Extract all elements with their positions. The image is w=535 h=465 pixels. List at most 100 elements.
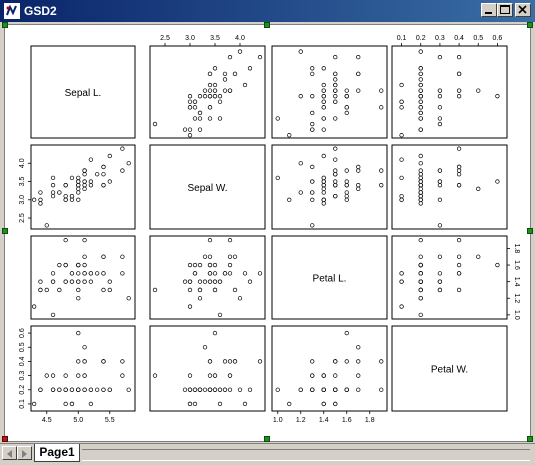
data-point bbox=[418, 71, 423, 77]
resize-handle-bottom-left[interactable] bbox=[2, 436, 8, 442]
tab-page1[interactable]: Page1 bbox=[34, 444, 80, 462]
data-point bbox=[32, 304, 37, 309]
data-point bbox=[222, 88, 228, 93]
data-point bbox=[321, 197, 326, 202]
data-point bbox=[310, 387, 315, 392]
data-point bbox=[247, 387, 253, 392]
x-tick-label: 1.4 bbox=[319, 417, 329, 424]
x-tick-label: 5.5 bbox=[105, 417, 115, 424]
y-tick-label: 1.0 bbox=[513, 310, 520, 320]
y-tick-label: 0.6 bbox=[19, 328, 26, 338]
data-point bbox=[197, 94, 203, 99]
data-point bbox=[333, 82, 338, 88]
data-point bbox=[187, 373, 193, 378]
data-point bbox=[257, 55, 263, 60]
data-point bbox=[247, 279, 253, 284]
data-point bbox=[321, 401, 326, 407]
data-point bbox=[275, 116, 280, 121]
resize-handle-middle-left[interactable] bbox=[2, 228, 8, 234]
data-point bbox=[197, 387, 203, 392]
next-page-button[interactable] bbox=[17, 446, 32, 460]
data-point bbox=[202, 94, 208, 99]
resize-handle-top-center[interactable] bbox=[264, 22, 270, 28]
data-point bbox=[197, 127, 203, 132]
data-point bbox=[207, 279, 213, 284]
data-point bbox=[38, 387, 43, 392]
title-bar[interactable]: GSD2 bbox=[0, 0, 535, 22]
data-point bbox=[82, 179, 87, 184]
data-point bbox=[38, 201, 43, 206]
data-point bbox=[227, 271, 233, 276]
data-point bbox=[379, 359, 384, 364]
data-point bbox=[187, 279, 193, 284]
data-point bbox=[344, 110, 349, 116]
y-tick-label: 1.2 bbox=[513, 293, 520, 303]
data-point bbox=[437, 223, 443, 228]
y-tick-label: 2.5 bbox=[19, 213, 26, 223]
data-point bbox=[217, 312, 223, 318]
data-point bbox=[333, 401, 338, 407]
data-point bbox=[88, 157, 94, 162]
data-point bbox=[76, 179, 81, 184]
data-point bbox=[247, 66, 253, 71]
data-point bbox=[82, 387, 87, 392]
data-point bbox=[76, 186, 81, 191]
resize-handle-top-right[interactable] bbox=[527, 22, 533, 28]
data-point bbox=[379, 105, 384, 110]
data-point bbox=[418, 193, 423, 199]
data-point bbox=[399, 193, 404, 199]
resize-handle-bottom-center[interactable] bbox=[264, 436, 270, 442]
data-point bbox=[222, 77, 228, 82]
data-point bbox=[418, 179, 423, 184]
data-point bbox=[152, 287, 158, 293]
data-point bbox=[232, 287, 238, 293]
data-point bbox=[356, 55, 361, 60]
page-tab-bar: Page1 bbox=[0, 443, 535, 463]
resize-handle-top-left[interactable] bbox=[2, 22, 8, 28]
data-point bbox=[437, 88, 443, 93]
data-point bbox=[321, 201, 326, 206]
data-point bbox=[344, 94, 349, 99]
resize-handle-bottom-right[interactable] bbox=[527, 436, 533, 442]
data-point bbox=[379, 183, 384, 188]
data-point bbox=[50, 190, 56, 195]
data-point bbox=[69, 197, 75, 202]
data-point bbox=[95, 172, 100, 177]
data-point bbox=[126, 387, 131, 392]
data-point bbox=[456, 183, 462, 188]
data-point bbox=[197, 262, 203, 268]
data-point bbox=[222, 359, 228, 364]
data-point bbox=[399, 175, 404, 181]
data-point bbox=[187, 127, 193, 132]
maximize-button[interactable] bbox=[497, 3, 513, 17]
data-point bbox=[344, 190, 349, 195]
data-point bbox=[399, 82, 404, 88]
data-point bbox=[456, 262, 462, 268]
data-point bbox=[197, 287, 203, 293]
close-button[interactable] bbox=[515, 3, 531, 17]
data-point bbox=[107, 279, 112, 284]
data-point bbox=[476, 186, 481, 191]
arrow-right-icon bbox=[22, 450, 27, 458]
minimize-button[interactable] bbox=[481, 3, 497, 17]
data-point bbox=[418, 201, 423, 206]
data-point bbox=[212, 387, 218, 392]
prev-page-button[interactable] bbox=[2, 446, 17, 460]
graph-canvas[interactable]: Sepal L. Sepal W. Petal L. Petal W. 4.5 5.0 5.… bbox=[4, 24, 531, 442]
data-point bbox=[344, 105, 349, 110]
data-point bbox=[187, 304, 193, 309]
data-point bbox=[197, 116, 203, 121]
data-point bbox=[333, 55, 338, 60]
y-tick-label: 1.8 bbox=[513, 244, 520, 254]
data-point bbox=[344, 193, 349, 199]
data-point bbox=[82, 186, 87, 191]
data-point bbox=[63, 401, 68, 407]
data-point bbox=[287, 197, 292, 202]
data-point bbox=[310, 223, 315, 228]
data-point bbox=[212, 271, 218, 276]
resize-handle-middle-right[interactable] bbox=[527, 228, 533, 234]
arrow-left-icon bbox=[7, 450, 12, 458]
data-point bbox=[207, 359, 213, 364]
data-point bbox=[187, 262, 193, 268]
data-point bbox=[456, 287, 462, 293]
